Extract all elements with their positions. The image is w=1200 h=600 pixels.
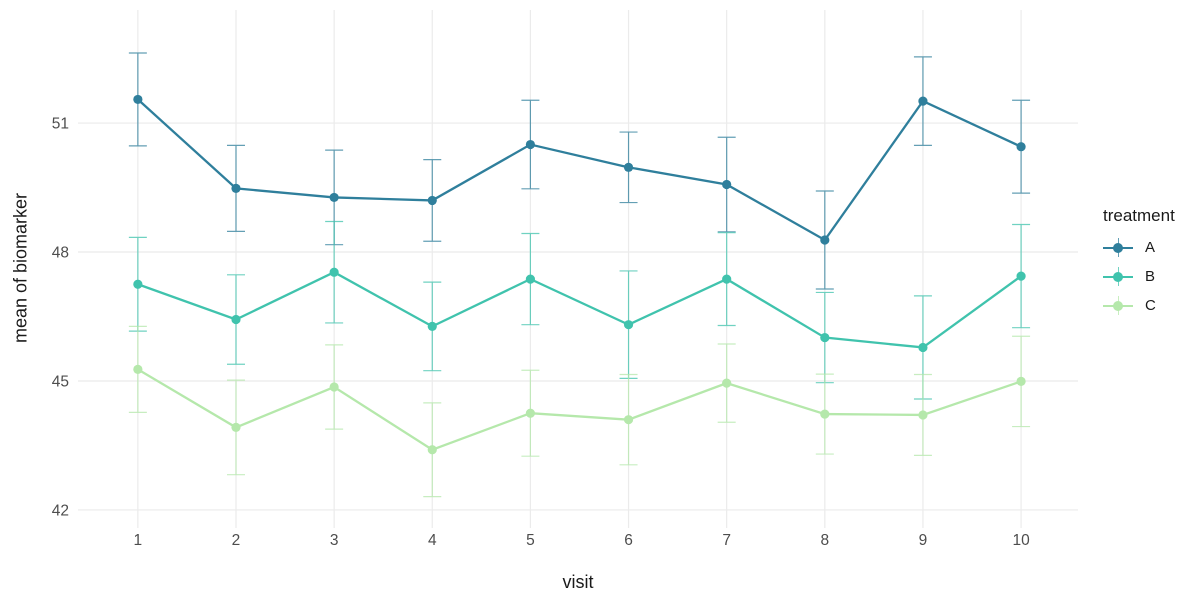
legend-key-dot	[1113, 300, 1123, 311]
data-point	[525, 274, 536, 284]
data-point	[722, 179, 732, 190]
x-tick-label: 2	[232, 532, 241, 549]
legend-key-icon	[1103, 262, 1133, 291]
legend-key-icon	[1103, 233, 1133, 262]
x-tick-label: 5	[526, 532, 535, 549]
data-point	[623, 162, 634, 172]
series-line-B	[137, 270, 1022, 349]
series-points-B	[133, 267, 1026, 353]
x-tick-label: 4	[428, 532, 437, 549]
legend-label: C	[1145, 297, 1156, 314]
data-point	[1016, 376, 1026, 387]
data-point	[1016, 142, 1026, 152]
data-point	[918, 410, 928, 420]
x-tick-label: 1	[134, 532, 143, 549]
series-points-C	[133, 364, 1026, 455]
y-tick-label: 48	[52, 244, 69, 261]
data-point	[427, 195, 437, 206]
y-tick-label: 45	[52, 373, 69, 390]
data-point	[133, 94, 143, 105]
legend-item-a: A	[1103, 233, 1198, 262]
x-axis-title: visit	[562, 572, 594, 592]
data-point	[918, 96, 928, 106]
error-bars-A	[128, 52, 1031, 290]
data-point	[722, 274, 732, 284]
data-point	[820, 332, 830, 343]
error-bars-B	[128, 220, 1031, 400]
legend-key-dot	[1113, 271, 1123, 282]
legend-label: A	[1145, 239, 1156, 256]
x-tick-label: 7	[722, 532, 731, 549]
gridlines	[78, 10, 1078, 528]
y-axis-title: mean of biomarker	[10, 192, 31, 344]
y-tick-label: 51	[52, 115, 69, 132]
data-point	[820, 409, 830, 419]
legend-label: B	[1145, 268, 1156, 285]
legend-title: treatment	[1103, 206, 1175, 225]
series-line-A	[137, 98, 1022, 242]
data-point	[820, 235, 830, 245]
series-B	[128, 220, 1031, 400]
data-point	[133, 364, 143, 374]
x-tick-label: 10	[1012, 532, 1030, 549]
data-point	[525, 139, 536, 150]
x-tick-label: 8	[820, 532, 829, 549]
legend-item-b: B	[1103, 262, 1198, 291]
data-point	[623, 415, 634, 425]
series-A	[128, 52, 1031, 290]
data-point	[525, 408, 536, 418]
data-point	[427, 321, 437, 331]
data-point	[133, 279, 143, 289]
data-point	[918, 342, 928, 353]
x-tick-label: 9	[919, 532, 928, 549]
data-point	[329, 267, 339, 277]
legend-item-c: C	[1103, 291, 1198, 320]
data-point	[1016, 271, 1026, 281]
data-point	[231, 183, 241, 193]
data-point	[722, 378, 732, 388]
series-line-C	[137, 368, 1022, 452]
x-tick-label: 6	[624, 532, 633, 549]
data-point	[329, 382, 339, 392]
data-point	[231, 314, 241, 325]
data-point	[329, 192, 339, 203]
data-point	[623, 320, 634, 330]
series-points-A	[133, 94, 1026, 245]
series-C	[128, 325, 1031, 498]
x-tick-label: 3	[330, 532, 339, 549]
y-tick-label: 42	[52, 502, 69, 519]
data-point	[427, 445, 437, 455]
legend-key-icon	[1103, 291, 1133, 320]
error-bars-C	[128, 325, 1031, 498]
data-point	[231, 422, 241, 433]
legend-key-dot	[1113, 242, 1123, 253]
